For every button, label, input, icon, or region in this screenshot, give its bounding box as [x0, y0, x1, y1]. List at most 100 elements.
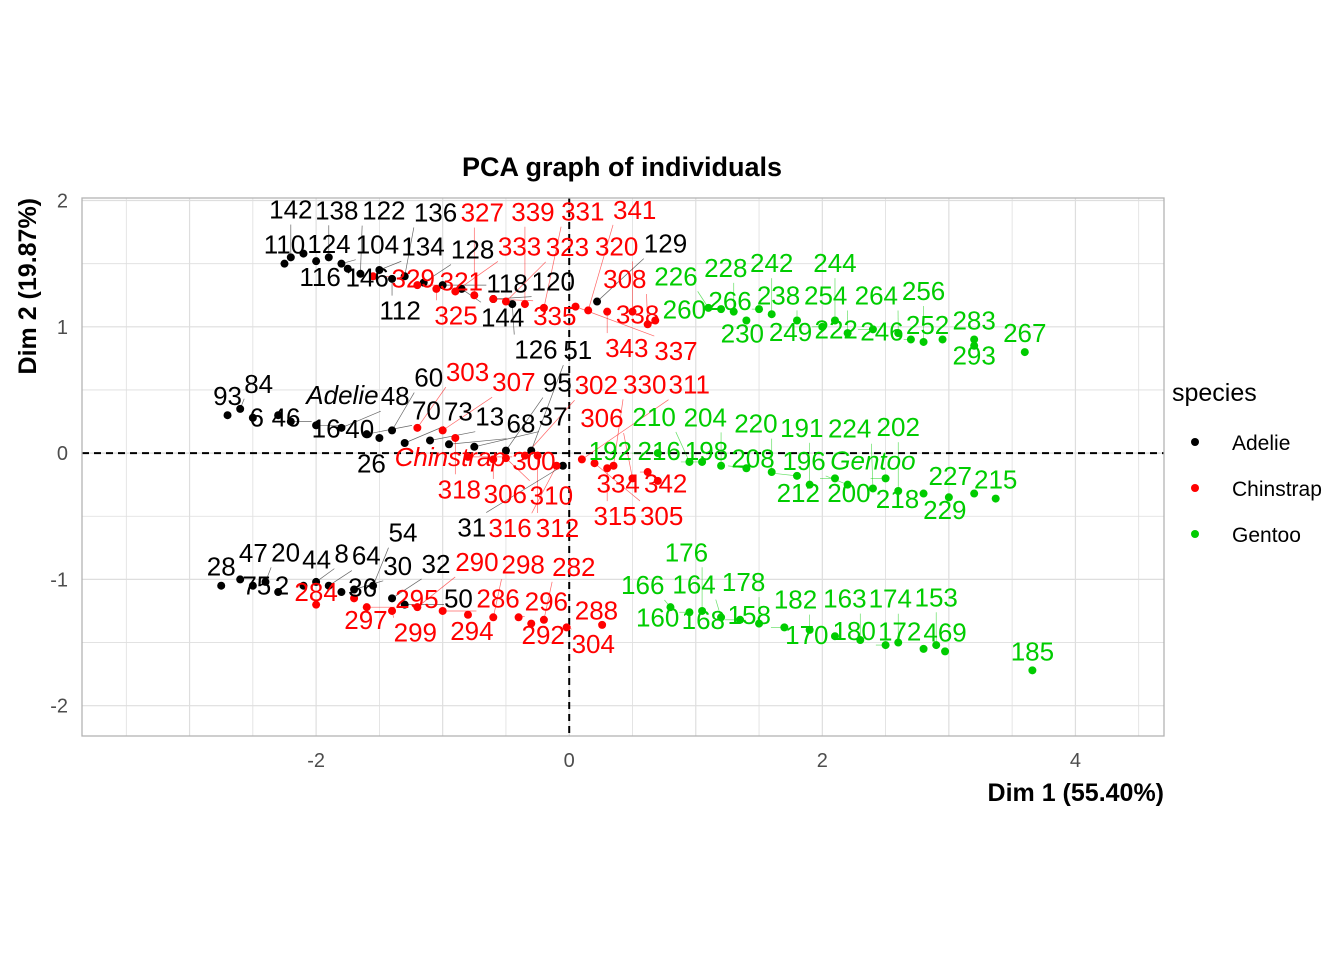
point-label: 2 — [275, 570, 289, 600]
data-point — [400, 272, 409, 281]
data-point — [729, 307, 738, 316]
point-label: 182 — [774, 585, 817, 615]
data-point — [419, 278, 428, 287]
series-chinstrap — [312, 272, 662, 632]
point-label: 16 — [312, 414, 341, 444]
leader-line — [360, 225, 363, 274]
data-point — [501, 446, 510, 455]
data-point — [444, 440, 453, 449]
data-point — [868, 325, 877, 334]
point-label: 288 — [575, 595, 618, 625]
point-label: 312 — [536, 513, 579, 543]
point-label: 191 — [780, 413, 823, 443]
leader-line — [372, 547, 389, 586]
point-label: 228 — [704, 253, 747, 283]
data-point — [312, 577, 321, 586]
data-point — [571, 302, 580, 311]
data-point — [413, 281, 422, 290]
data-point — [552, 461, 561, 470]
point-label: 126 — [514, 335, 557, 365]
data-point — [906, 335, 915, 344]
point-label: 70 — [412, 395, 441, 425]
data-point — [388, 594, 397, 603]
y-tick-label: -2 — [50, 696, 68, 718]
data-point — [457, 284, 466, 293]
point-label: 308 — [603, 264, 646, 294]
point-label: 254 — [804, 280, 847, 310]
y-tick-label: 2 — [57, 191, 68, 213]
data-point — [558, 461, 567, 470]
leader-line — [442, 396, 493, 431]
legend-label: Adelie — [1232, 432, 1290, 455]
leader-line — [486, 465, 564, 513]
point-label: 166 — [621, 570, 664, 600]
data-point — [1028, 666, 1037, 675]
leader-line — [511, 304, 515, 335]
point-label: 51 — [563, 335, 592, 365]
point-label: 170 — [785, 620, 828, 650]
point-label: 220 — [734, 409, 777, 439]
data-point — [830, 632, 839, 641]
leader-line — [587, 224, 614, 311]
data-point — [767, 310, 776, 319]
point-label: 329 — [392, 263, 435, 293]
data-point — [755, 305, 764, 314]
y-tick-label: 0 — [57, 443, 68, 465]
point-label: 331 — [561, 197, 604, 227]
point-label: 40 — [345, 414, 374, 444]
data-point — [970, 341, 979, 350]
data-point — [643, 320, 652, 329]
point-label: 120 — [532, 267, 575, 297]
point-label: 469 — [923, 617, 966, 647]
data-point — [286, 253, 295, 262]
data-point — [413, 423, 422, 432]
point-label: 306 — [580, 403, 623, 433]
data-point — [337, 423, 346, 432]
point-label: 325 — [434, 300, 477, 330]
leader-line — [646, 294, 649, 325]
point-label: 260 — [663, 295, 706, 325]
point-label: 124 — [307, 229, 350, 259]
data-point — [451, 433, 460, 442]
data-point — [248, 581, 257, 590]
point-label: 44 — [302, 544, 331, 574]
leader-line — [492, 579, 502, 618]
point-label: 226 — [654, 261, 697, 291]
data-point — [598, 620, 607, 629]
data-point — [653, 449, 662, 458]
leader-line — [341, 410, 381, 429]
data-point — [463, 610, 472, 619]
data-point — [919, 644, 928, 653]
leader-line — [531, 465, 557, 514]
leader-line — [530, 364, 564, 451]
data-point — [312, 257, 321, 266]
data-point — [217, 581, 226, 590]
data-point — [261, 577, 270, 586]
point-label: 172 — [878, 616, 921, 646]
point-label: 47 — [239, 538, 268, 568]
point-label: 30 — [383, 551, 412, 581]
point-label: 192 — [589, 436, 632, 466]
point-label: 158 — [728, 600, 771, 630]
point-label: 28 — [207, 552, 236, 582]
point-label: 298 — [502, 549, 545, 579]
point-label: 306 — [484, 479, 527, 509]
point-label: 222 — [815, 315, 858, 345]
data-point — [236, 575, 245, 584]
point-label: 200 — [827, 478, 870, 508]
point-label: 64 — [352, 541, 381, 571]
data-point — [894, 329, 903, 338]
series-gentoo — [653, 303, 1037, 675]
data-point — [805, 480, 814, 489]
data-point — [520, 300, 529, 309]
point-label: 330 — [623, 369, 666, 399]
data-point — [991, 494, 1000, 503]
data-point — [932, 641, 941, 650]
data-point — [489, 613, 498, 622]
point-label: 224 — [828, 414, 871, 444]
point-label: 283 — [952, 305, 995, 335]
point-label: 26 — [357, 448, 386, 478]
point-label: 218 — [876, 484, 919, 514]
data-point — [375, 433, 384, 442]
